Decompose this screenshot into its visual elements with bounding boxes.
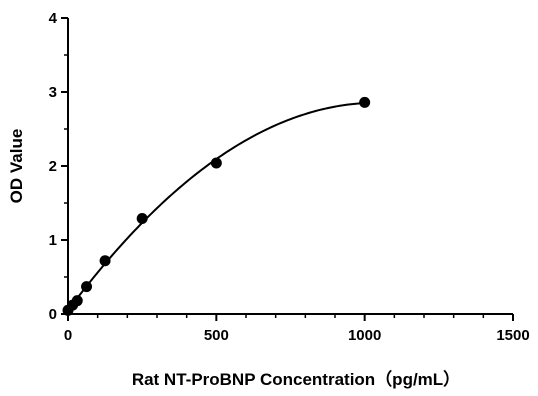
y-tick-label-2: 2 xyxy=(49,158,57,175)
data-point xyxy=(99,255,111,267)
y-tick-label-0: 0 xyxy=(49,306,57,323)
data-point xyxy=(210,157,222,169)
data-point xyxy=(359,96,371,108)
x-axis-title: Rat NT-ProBNP Concentration（pg/mL） xyxy=(132,369,460,389)
data-points-layer xyxy=(62,96,371,316)
y-tick-label-4: 4 xyxy=(49,10,58,27)
x-tick-label-0: 0 xyxy=(64,327,72,344)
data-point xyxy=(71,295,83,307)
fit-curve xyxy=(67,102,365,311)
y-tick-label-3: 3 xyxy=(49,84,57,101)
data-point xyxy=(136,213,148,225)
data-point xyxy=(81,281,93,293)
axes: 0 1 2 3 4 0 500 1000 1500 xyxy=(49,10,530,344)
y-tick-label-1: 1 xyxy=(49,232,57,249)
fit-curve-layer xyxy=(67,102,365,311)
x-tick-label-1000: 1000 xyxy=(348,327,381,344)
x-tick-label-500: 500 xyxy=(204,327,229,344)
x-tick-label-1500: 1500 xyxy=(496,327,529,344)
y-axis-title: OD Value xyxy=(7,129,26,204)
labels-layer: Rat NT-ProBNP Concentration（pg/mL） OD Va… xyxy=(7,129,460,389)
